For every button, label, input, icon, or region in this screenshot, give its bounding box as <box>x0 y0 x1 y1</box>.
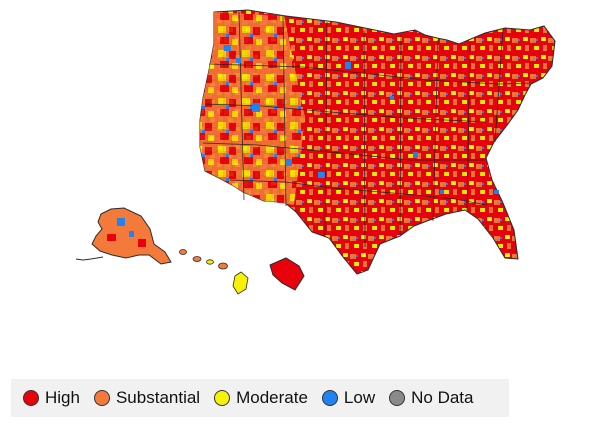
substantial-color-icon <box>93 390 110 406</box>
us-county-map <box>75 9 556 295</box>
legend-item-moderate: Moderate <box>214 388 308 408</box>
legend-item-no-data: No Data <box>389 388 473 408</box>
puerto-rico-icon <box>269 257 305 291</box>
legend-item-substantial: Substantial <box>93 388 201 408</box>
legend-label-low: Low <box>343 388 376 407</box>
map-canvas <box>75 9 556 295</box>
moderate-color-icon <box>214 390 231 406</box>
legend-item-high: High <box>23 388 80 408</box>
low-color-icon <box>321 390 338 406</box>
legend-label-moderate: Moderate <box>236 388 308 407</box>
high-color-icon <box>23 390 39 406</box>
legend-item-low: Low <box>321 388 376 408</box>
legend-label-high: High <box>45 388 80 407</box>
no-data-color-icon <box>389 390 406 406</box>
legend-label-no-data: No Data <box>411 388 474 407</box>
hawaii-icon <box>179 249 249 295</box>
map-legend: High Substantial Moderate Low No Data <box>11 379 509 417</box>
legend-label-substantial: Substantial <box>115 388 201 407</box>
